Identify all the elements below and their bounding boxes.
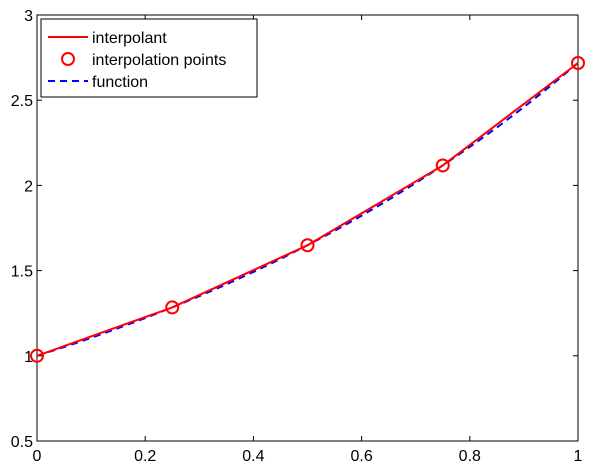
legend: interpolant interpolation points function	[40, 18, 258, 98]
y-tick-label: 0.5	[11, 434, 33, 451]
y-tick-label: 3	[24, 8, 33, 25]
y-tick-label: 2.5	[11, 93, 33, 110]
legend-entry: interpolation points	[61, 52, 226, 69]
x-tick-label: 0.4	[242, 448, 264, 465]
x-tick-label: 1	[574, 448, 583, 465]
x-tick-labels: 0 0.2 0.4 0.6 0.8 1	[33, 448, 583, 465]
x-tick-label: 0	[33, 448, 42, 465]
legend-entry: function	[48, 74, 148, 91]
legend-label: interpolation points	[92, 52, 226, 69]
legend-marker-circle	[61, 52, 75, 66]
interpolation-point-marker	[165, 300, 180, 315]
legend-label: interpolant	[92, 30, 167, 47]
y-tick-label: 1.5	[11, 264, 33, 281]
legend-label: function	[92, 74, 148, 91]
x-tick-label: 0.6	[350, 448, 372, 465]
y-tick-labels: 0.5 1 1.5 2 2.5 3	[11, 8, 33, 451]
legend-box	[40, 18, 258, 98]
y-tick-label: 1	[24, 349, 33, 366]
legend-entry: interpolant	[48, 30, 167, 47]
x-tick-label: 0.8	[459, 448, 481, 465]
interpolation-point-marker	[30, 348, 44, 363]
interpolation-point-marker	[300, 238, 315, 253]
interpolation-point-marker	[435, 158, 450, 173]
y-tick-label: 2	[24, 178, 33, 195]
interpolant-series-line	[36, 62, 579, 357]
interpolation-point-marker	[571, 56, 585, 71]
x-tick-label: 0.2	[134, 448, 156, 465]
tick-marks	[36, 14, 579, 442]
series-layer	[30, 56, 585, 363]
